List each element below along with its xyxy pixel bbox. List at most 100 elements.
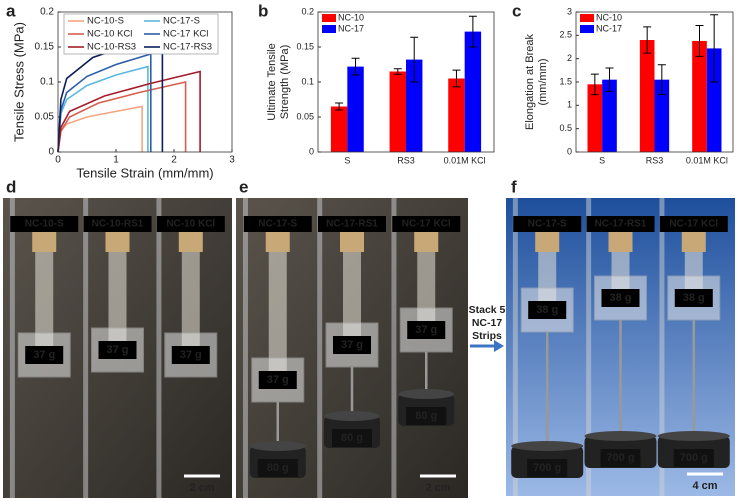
legend-label: NC-17 KCl: [163, 29, 208, 40]
weight-label: 700 g: [533, 462, 561, 474]
scale-label: 2 cm: [189, 482, 214, 494]
strip-label: NC-17-RS1: [595, 219, 647, 230]
glass-rod: [317, 198, 323, 498]
strip-label-box: [586, 216, 655, 232]
y-tick-label: 0.1: [40, 77, 54, 88]
bar: [692, 40, 707, 152]
error-bar: [468, 15, 477, 48]
weight-label-box: [600, 449, 641, 467]
legend-swatch: [580, 14, 594, 22]
glass-rod: [512, 198, 518, 496]
bar: [389, 71, 406, 152]
glass-rod: [391, 198, 397, 498]
bar: [347, 66, 364, 152]
weight-label-box: [332, 429, 372, 447]
x-tick-label: 0.01M KCl: [444, 155, 486, 165]
error-bar: [393, 68, 402, 75]
weight-label-box: [527, 459, 568, 477]
sample-strip: [35, 218, 54, 355]
panel-letter: a: [6, 1, 16, 20]
sample-strip: [268, 218, 287, 380]
y-axis-label: Tensile Stress (MPa): [11, 22, 26, 142]
error-bar: [657, 64, 666, 96]
legend-label: NC-17-RS3: [163, 42, 212, 53]
clamp-label-box: [674, 289, 713, 307]
glass-rod: [9, 198, 15, 498]
y-axis-label-line: Elongation at Break: [524, 33, 536, 130]
bar: [587, 84, 603, 152]
weight-label: 700 g: [606, 452, 634, 464]
clamp-label: 38 g: [609, 292, 631, 304]
strip-label: NC-10-RS1: [92, 219, 144, 230]
weight-label-box: [406, 407, 447, 425]
strip-label: NC-17-S: [258, 219, 297, 230]
legend-label: NC-10: [338, 12, 364, 22]
clamp-label: 37 g: [341, 339, 363, 351]
strip-label-box: [392, 216, 461, 232]
strip-label-box: [83, 216, 152, 232]
error-bar: [605, 67, 614, 92]
clamp-label: 38 g: [536, 304, 558, 316]
weight-top: [584, 431, 657, 441]
y-tick-label: 2: [567, 53, 572, 63]
legend-swatch: [322, 25, 336, 33]
panel-letter: f: [511, 177, 517, 196]
y-axis-label-line: Ultimate Tensile: [266, 43, 278, 120]
legend-label: NC-17: [596, 23, 622, 33]
bar: [706, 48, 722, 152]
note-text: Strips: [472, 330, 502, 342]
legend-swatch: [322, 14, 336, 22]
x-tick-label: 3: [229, 155, 235, 166]
y-tick-label: 1.5: [559, 76, 572, 86]
clamp-label-box: [171, 346, 210, 364]
clamp-label-box: [528, 301, 567, 319]
x-tick-label: 2: [171, 155, 177, 166]
panel-letter: b: [258, 1, 268, 20]
clamp-label-box: [258, 371, 297, 389]
error-bar: [590, 73, 599, 96]
strip-label-box: [156, 216, 225, 232]
weight-label-box: [257, 459, 298, 477]
strip-label-box: [513, 216, 582, 232]
weight-label: 80 g: [341, 432, 363, 444]
scale-label: 2 cm: [425, 482, 450, 494]
weight-label: 80 g: [267, 462, 289, 474]
panel-letter: d: [6, 177, 16, 196]
panel-letter: e: [239, 177, 248, 196]
weight-top: [398, 389, 455, 399]
clamp-label-box: [25, 346, 64, 364]
legend-swatch: [580, 25, 594, 33]
x-axis-label: Tensile Strain (mm/mm): [76, 165, 213, 180]
y-tick-label: 3: [567, 6, 572, 16]
strip-label: NC-10 KCl: [166, 219, 215, 230]
note-text: NC-17: [472, 317, 503, 329]
x-tick-label: 1: [113, 155, 119, 166]
bar: [602, 79, 617, 152]
clamp-label: 37 g: [106, 344, 128, 356]
y-tick-label: 0: [48, 147, 54, 158]
clamp-label: 37 g: [267, 374, 289, 386]
legend-label: NC-10 KCl: [87, 29, 132, 40]
y-tick-label: 0: [567, 146, 572, 156]
glass-rod: [586, 198, 592, 496]
clamp-label-box: [601, 289, 640, 307]
bar: [448, 78, 465, 152]
glass-rod: [156, 198, 162, 498]
y-tick-label: 0.5: [559, 123, 572, 133]
error-bar: [695, 25, 704, 57]
strip-label: NC-17 KCl: [402, 219, 451, 230]
clamp-label: 37 g: [180, 349, 202, 361]
legend-label: NC-17-S: [163, 16, 200, 27]
scale-label: 4 cm: [692, 480, 717, 492]
bar: [464, 31, 482, 153]
strip-label-box: [318, 216, 386, 232]
legend-box: [63, 13, 219, 55]
y-tick-label: 0: [309, 146, 314, 156]
strip-label-box: [10, 216, 79, 232]
strip-label-box: [659, 216, 728, 232]
y-tick-label: 0.05: [296, 111, 314, 121]
error-bar: [335, 102, 344, 111]
strip-label: NC-17-RS1: [326, 219, 378, 230]
clamp-label: 37 g: [33, 349, 55, 361]
